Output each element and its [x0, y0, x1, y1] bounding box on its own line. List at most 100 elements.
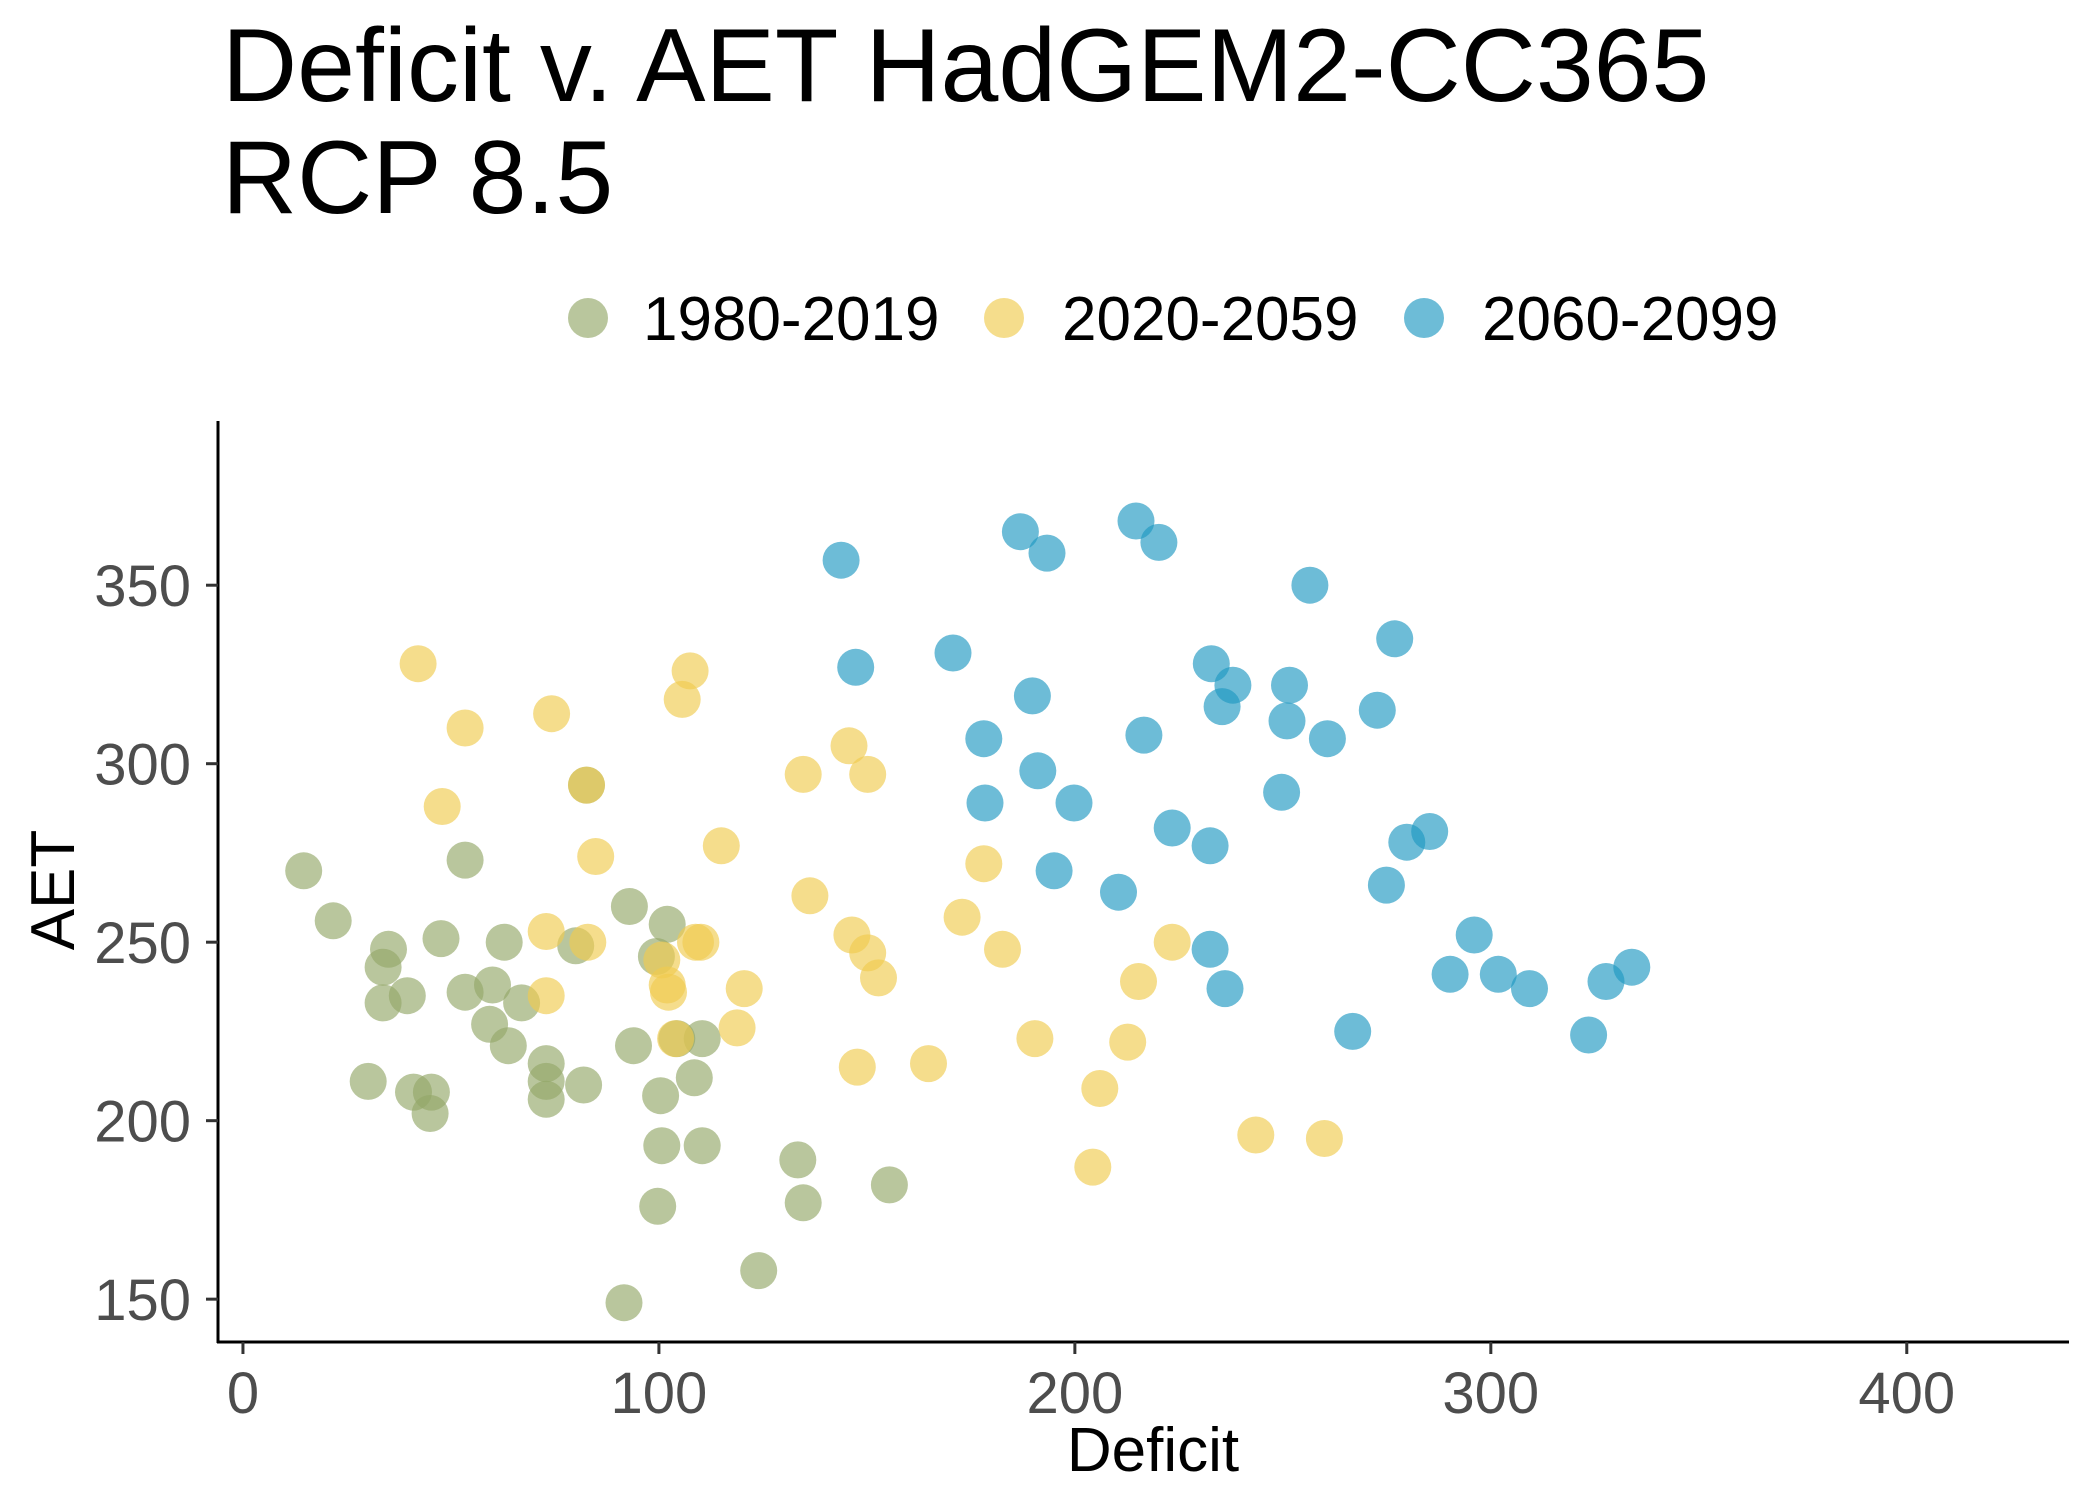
point-1980-2019: [870, 1166, 908, 1204]
y-axis-ticks: 150 200 250 300 350: [94, 554, 218, 1333]
point-2060-2099: [1271, 666, 1308, 704]
point-2060-2099: [1203, 688, 1241, 726]
point-1980-2019: [527, 1080, 565, 1118]
point-2020-2059: [1305, 1120, 1343, 1157]
point-2020-2059: [1016, 1020, 1054, 1058]
point-1980-2019: [446, 841, 484, 879]
point-2060-2099: [1308, 720, 1346, 758]
point-2020-2059: [718, 1009, 756, 1047]
point-2020-2059: [943, 898, 981, 936]
point-2020-2059: [1081, 1070, 1119, 1107]
point-2060-2099: [1268, 702, 1306, 740]
point-1980-2019: [422, 920, 460, 958]
point-2020-2059: [446, 709, 484, 747]
point-2020-2059: [1153, 923, 1191, 961]
point-2020-2059: [657, 1020, 695, 1058]
point-1980-2019: [489, 1027, 527, 1065]
y-tick-label: 200: [94, 1090, 191, 1155]
point-2020-2059: [984, 930, 1021, 968]
point-2060-2099: [1019, 752, 1057, 790]
chart-title-line-2: RCP 8.5: [222, 120, 613, 236]
point-2060-2099: [837, 648, 875, 686]
point-2060-2099: [1191, 827, 1229, 865]
point-2060-2099: [822, 541, 860, 579]
point-1980-2019: [784, 1184, 822, 1222]
point-2060-2099: [1001, 513, 1039, 551]
point-1980-2019: [411, 1095, 449, 1132]
point-1980-2019: [610, 888, 648, 925]
point-1980-2019: [642, 1077, 680, 1115]
point-2060-2099: [1140, 523, 1178, 561]
x-tick-label: 300: [1442, 1361, 1539, 1426]
point-2060-2099: [1613, 948, 1651, 986]
y-tick-label: 300: [94, 733, 191, 798]
point-2020-2059: [423, 788, 461, 825]
point-2060-2099: [1035, 852, 1073, 890]
point-2020-2059: [1237, 1116, 1275, 1154]
point-2060-2099: [1570, 1016, 1608, 1054]
point-2060-2099: [1291, 566, 1329, 604]
point-2020-2059: [663, 680, 701, 718]
point-2020-2059: [577, 838, 615, 875]
x-tick-label: 0: [227, 1361, 259, 1426]
point-2060-2099: [1013, 677, 1051, 715]
point-2060-2099: [1100, 873, 1137, 911]
point-1980-2019: [740, 1252, 778, 1290]
point-2020-2059: [671, 652, 709, 690]
point-1980-2019: [639, 1187, 677, 1225]
point-2060-2099: [1028, 534, 1066, 572]
point-2020-2059: [533, 695, 571, 733]
point-1980-2019: [285, 852, 323, 890]
point-2060-2099: [965, 720, 1003, 758]
point-1980-2019: [565, 1066, 603, 1104]
point-2020-2059: [910, 1045, 947, 1083]
point-2060-2099: [1455, 916, 1493, 954]
point-1980-2019: [648, 905, 686, 943]
point-2020-2059: [399, 645, 437, 683]
legend-key-2060-2099: [1404, 298, 1444, 338]
point-1980-2019: [643, 1127, 681, 1165]
y-tick-label: 150: [94, 1268, 191, 1333]
y-axis-title: AET: [19, 830, 88, 951]
point-2060-2099: [1367, 866, 1405, 904]
point-2020-2059: [568, 766, 605, 804]
point-2020-2059: [791, 877, 829, 915]
x-tick-label: 100: [611, 1361, 708, 1426]
point-1980-2019: [683, 1020, 721, 1058]
point-2020-2059: [860, 959, 897, 997]
point-1980-2019: [615, 1027, 652, 1065]
point-2060-2099: [1153, 809, 1191, 847]
point-2020-2059: [725, 970, 763, 1008]
point-1980-2019: [779, 1141, 817, 1179]
x-tick-label: 200: [1026, 1361, 1123, 1426]
x-axis-title: Deficit: [1067, 1416, 1239, 1485]
point-2020-2059: [1120, 963, 1157, 1000]
point-2020-2059: [965, 845, 1003, 883]
point-1980-2019: [683, 1127, 721, 1165]
point-1980-2019: [349, 1062, 387, 1100]
points-layer: [285, 502, 1651, 1322]
point-2020-2059: [1074, 1148, 1112, 1186]
point-1980-2019: [485, 923, 523, 961]
point-1980-2019: [314, 902, 352, 940]
point-2020-2059: [527, 913, 565, 950]
point-2020-2059: [838, 1048, 876, 1086]
point-2020-2059: [784, 755, 822, 793]
point-2060-2099: [1263, 773, 1301, 811]
legend-key-2020-2059: [984, 298, 1024, 338]
point-2060-2099: [1431, 955, 1469, 993]
legend-label-2060-2099: 2060-2099: [1482, 285, 1779, 354]
point-2020-2059: [702, 827, 740, 865]
legend-label-2020-2059: 2020-2059: [1062, 285, 1359, 354]
legend-key-1980-2019: [568, 298, 608, 338]
point-2020-2059: [650, 973, 687, 1011]
point-1980-2019: [675, 1059, 713, 1097]
point-2020-2059: [569, 923, 607, 961]
point-2020-2059: [527, 977, 565, 1015]
chart-title-line-1: Deficit v. AET HadGEM2-CC365: [222, 8, 1709, 124]
point-2060-2099: [934, 634, 972, 672]
point-2060-2099: [966, 784, 1004, 822]
point-2060-2099: [1358, 691, 1396, 729]
